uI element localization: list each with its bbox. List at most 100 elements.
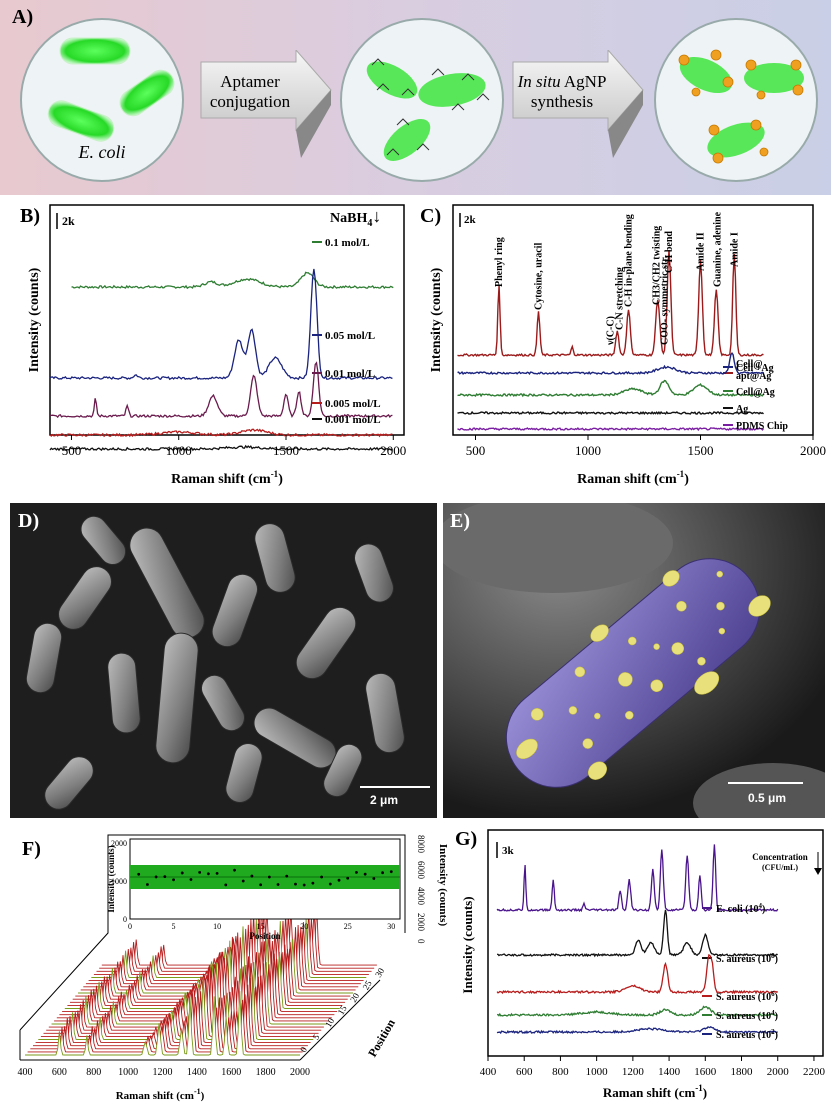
inset-ytick: 2000	[111, 839, 127, 848]
chart-c-legend-label: Ag	[736, 404, 748, 415]
chart-b-tick-label: 1000	[166, 443, 192, 458]
chart-g-legend-label: S. aureus (108)	[716, 952, 778, 965]
inset-point	[328, 882, 332, 886]
chart-c-frame	[452, 204, 814, 436]
chart-f-position-tick: 0	[298, 1045, 309, 1054]
chart-c-annotation: CH3/CH2 twisting	[652, 226, 663, 305]
chart-g-legend-label: S. aureus (102)	[716, 1028, 778, 1041]
chart-g-conc-arrowhead	[814, 868, 822, 875]
chart-g: E. coli (104) S. aureus (108) S. aureus (1…	[460, 829, 825, 1100]
chart-g-scale-label: 3k	[502, 845, 515, 857]
sem-image-e: 0.5 μm	[443, 503, 825, 818]
chart-f-position-axis	[299, 979, 381, 1061]
chart-g-ylabel: Intensity (counts)	[460, 896, 475, 993]
chart-c-annotation: ν(C-C)	[606, 316, 617, 346]
chart-f-position-tick: 5	[311, 1032, 322, 1041]
step2-italic: In situ	[517, 72, 561, 91]
chart-b-legend-label: 0.05 mol/L	[325, 330, 375, 342]
chart-f-spectrum	[35, 978, 311, 1044]
chart-f-spectrum	[30, 994, 306, 1050]
arrow-step-1	[200, 50, 332, 158]
chart-g-tick-label: 1600	[694, 1066, 717, 1078]
sem-e-scale-label: 0.5 μm	[748, 791, 787, 805]
chart-b-line	[49, 444, 393, 452]
chart-c-line	[457, 410, 764, 415]
chart-g-conc-unit: (CFU/mL)	[762, 863, 798, 872]
chart-f-right-tick: 0	[416, 939, 426, 944]
chart-c-annotations: Phenyl ring Cytosine, uracil ν(C-C)C-N str…	[494, 211, 740, 346]
sem-d-bacteria	[25, 515, 430, 810]
chart-f-tick-label: 800	[86, 1067, 101, 1078]
chart-b-xlabel: Raman shift (cm-1)	[171, 469, 283, 487]
chart-f-tick-label: 1000	[118, 1067, 138, 1078]
inset-ylabel: Intensity (counts)	[106, 845, 116, 912]
inset-point	[389, 870, 393, 874]
chart-f-position-label: Position	[365, 1016, 398, 1059]
chart-g-line	[496, 953, 779, 995]
chart-g-frame	[487, 829, 824, 1057]
chart-c-line	[457, 352, 764, 375]
inset-point	[320, 875, 324, 879]
panel-a-label: A)	[12, 6, 34, 28]
chart-f-series	[25, 903, 377, 1056]
chart-c-tick-label: 500	[466, 443, 486, 458]
inset-point	[311, 881, 315, 885]
inset-xtick: 25	[344, 922, 352, 931]
inset-point	[215, 871, 219, 875]
chart-g-xlabel: Raman shift (cm-1)	[603, 1083, 707, 1100]
inset-point	[285, 874, 289, 878]
agnp-circle	[654, 18, 818, 182]
panel-c-label: C)	[420, 205, 442, 227]
chart-c-annotation: Amide I	[729, 232, 740, 267]
chart-f: 400 600 800 1000 1200 1400 1600 1800 2000 051015…	[18, 834, 449, 1102]
chart-b-frame	[49, 204, 405, 436]
chart-g-xticks: 400 600 800 1000 1200 1400 1600 1800 2000 2200	[480, 1056, 825, 1078]
inset-point	[198, 870, 202, 874]
aptamer-cells-illustration	[366, 58, 490, 161]
inset-xtick: 20	[300, 922, 308, 931]
inset-point	[189, 878, 193, 881]
chart-c-tick-label: 1000	[575, 443, 601, 458]
inset-xtick: 15	[257, 922, 265, 931]
inset-point	[337, 878, 341, 882]
ecoli-cells-illustration	[47, 37, 175, 142]
chart-g-legend-label: S. aureus (106)	[716, 990, 778, 1003]
chart-c-annotation: Phenyl ring	[494, 237, 505, 287]
chart-g-line	[496, 844, 779, 913]
chart-g-series: E. coli (104) S. aureus (108) S. aureus (1…	[496, 844, 779, 1041]
inset-point	[346, 876, 350, 880]
chart-c-xlabel: Raman shift (cm-1)	[577, 469, 689, 487]
inset-point	[172, 878, 175, 882]
chart-c-annotation: C-N stretching	[615, 267, 626, 330]
inset-point	[372, 877, 376, 880]
inset-xtick: 10	[213, 922, 221, 931]
inset-xtick: 0	[128, 922, 132, 931]
chart-c-scale-label: 2k	[464, 214, 477, 226]
chart-f-right-tick: 6000	[416, 861, 426, 880]
chart-f-tick-label: 400	[18, 1067, 33, 1078]
ecoli-circle: E. coli	[20, 18, 184, 182]
inset-xtick: 30	[387, 922, 395, 931]
inset-point	[137, 872, 141, 876]
step2-rest: AgNP	[560, 72, 607, 91]
inset-point	[381, 871, 384, 875]
chart-c-ylabel: Intensity (counts)	[429, 267, 444, 372]
inset-point	[267, 875, 271, 879]
step1-text: Aptamer conjugation	[200, 72, 300, 112]
chart-c-line	[457, 427, 765, 432]
inset-point	[259, 883, 263, 887]
chart-b-ylabel: Intensity (counts)	[27, 267, 42, 372]
chart-f-spectrum	[27, 993, 303, 1053]
inset-points	[137, 868, 393, 887]
chart-f-frame	[19, 834, 406, 1031]
inset-xlabel: Position	[249, 931, 280, 941]
chart-c-legend-label: Cell@Ag	[736, 387, 775, 398]
chart-b-line	[49, 361, 393, 419]
inset-ytick: 0	[123, 915, 127, 924]
chart-f-tick-label: 1800	[256, 1067, 276, 1078]
chart-f-position-tick: 30	[373, 966, 386, 979]
chart-g-tick-label: 1400	[658, 1066, 681, 1078]
inset-point	[250, 874, 254, 878]
chart-c-tick-label: 1500	[688, 443, 714, 458]
